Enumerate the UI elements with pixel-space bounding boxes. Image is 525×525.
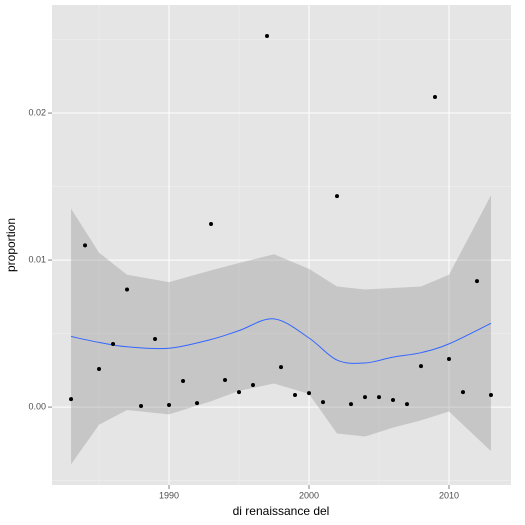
point — [251, 383, 256, 388]
x-tick-label: 1990 — [159, 490, 179, 500]
point — [404, 402, 409, 407]
point — [418, 364, 423, 369]
point — [111, 342, 116, 347]
point — [460, 390, 465, 395]
point — [446, 357, 451, 362]
point — [69, 397, 74, 402]
point — [139, 404, 144, 409]
point — [181, 379, 186, 384]
point — [167, 403, 172, 408]
confidence-band — [71, 195, 491, 465]
point — [125, 287, 130, 292]
point — [335, 194, 340, 199]
y-tick-label: 0.00 — [28, 401, 46, 411]
point — [83, 243, 88, 248]
panel — [52, 5, 511, 485]
y-axis-title: proportion — [4, 218, 18, 272]
point — [97, 367, 102, 372]
x-tick-label: 2010 — [439, 490, 459, 500]
smooth-line — [70, 318, 492, 364]
point — [209, 222, 214, 227]
point — [362, 395, 367, 400]
point — [390, 398, 395, 403]
point — [223, 378, 228, 383]
point — [432, 95, 437, 100]
point — [237, 390, 242, 395]
y-tick-label: 0.02 — [28, 107, 46, 117]
point — [195, 401, 200, 406]
point — [153, 337, 158, 342]
point — [293, 393, 298, 398]
point — [376, 395, 381, 400]
point — [474, 279, 479, 284]
point — [307, 391, 312, 396]
point — [279, 365, 284, 370]
point — [321, 400, 326, 405]
x-tick-label: 2000 — [299, 490, 319, 500]
point — [349, 402, 354, 407]
point — [265, 34, 270, 39]
y-tick-label: 0.01 — [28, 254, 46, 264]
point — [488, 393, 493, 398]
x-axis-title: di renaissance del — [233, 504, 330, 518]
